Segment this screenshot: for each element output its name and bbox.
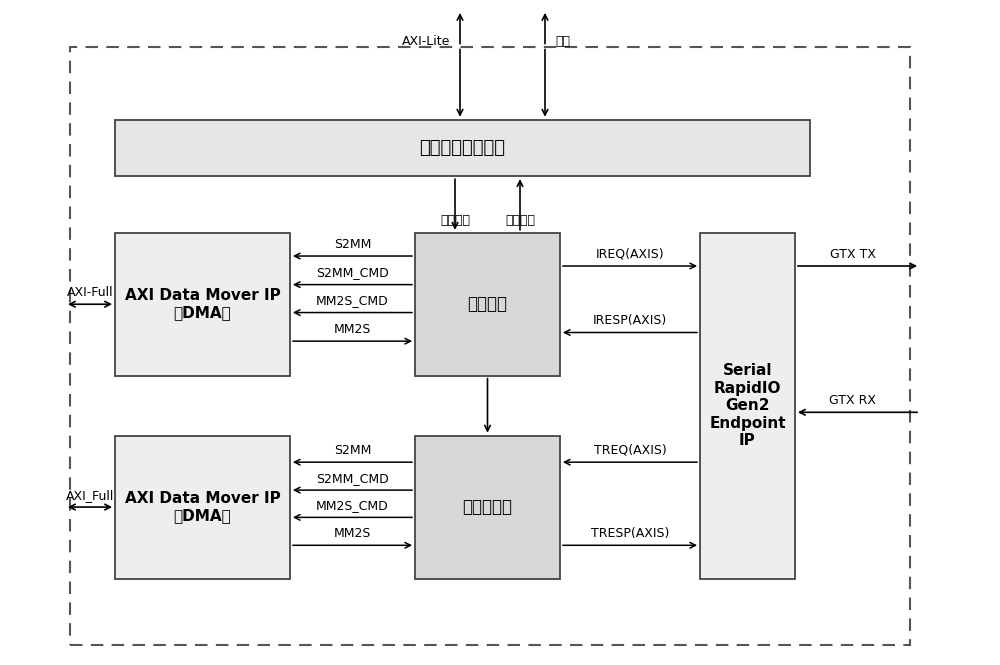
Text: 目的端模块: 目的端模块 [462,498,512,516]
Text: AXI_Full: AXI_Full [66,489,114,501]
Text: MM2S_CMD: MM2S_CMD [316,499,389,512]
Text: S2MM_CMD: S2MM_CMD [316,471,389,485]
Text: Serial
RapidIO
Gen2
Endpoint
IP: Serial RapidIO Gen2 Endpoint IP [709,363,786,448]
Text: 寄存器和中断模块: 寄存器和中断模块 [419,139,505,157]
Text: IREQ(AXIS): IREQ(AXIS) [596,247,664,261]
Bar [415,436,560,579]
Text: MM2S_CMD: MM2S_CMD [316,294,389,307]
Text: TRESP(AXIS): TRESP(AXIS) [591,527,669,540]
Text: 内部总线: 内部总线 [440,214,470,227]
Text: IRESP(AXIS): IRESP(AXIS) [593,314,667,327]
Bar [415,233,560,376]
Bar [115,120,810,176]
Text: AXI Data Mover IP
（DMA）: AXI Data Mover IP （DMA） [125,288,280,321]
Bar [115,233,290,376]
Text: MM2S: MM2S [334,323,371,336]
Text: 内部总线: 内部总线 [505,214,535,227]
Bar [115,436,290,579]
Text: TREQ(AXIS): TREQ(AXIS) [594,444,666,457]
Text: 中断: 中断 [555,35,570,48]
Bar [70,47,910,645]
Text: AXI Data Mover IP
（DMA）: AXI Data Mover IP （DMA） [125,491,280,523]
Text: MM2S: MM2S [334,527,371,540]
Text: S2MM_CMD: S2MM_CMD [316,266,389,279]
Text: GTX RX: GTX RX [829,394,876,407]
Text: GTX TX: GTX TX [830,247,876,261]
Text: S2MM: S2MM [334,237,371,251]
Text: AXI-Lite: AXI-Lite [402,35,450,48]
Text: S2MM: S2MM [334,444,371,457]
Text: AXI-Full: AXI-Full [67,286,113,299]
Text: 源端模块: 源端模块 [468,295,508,313]
Bar [700,233,795,579]
